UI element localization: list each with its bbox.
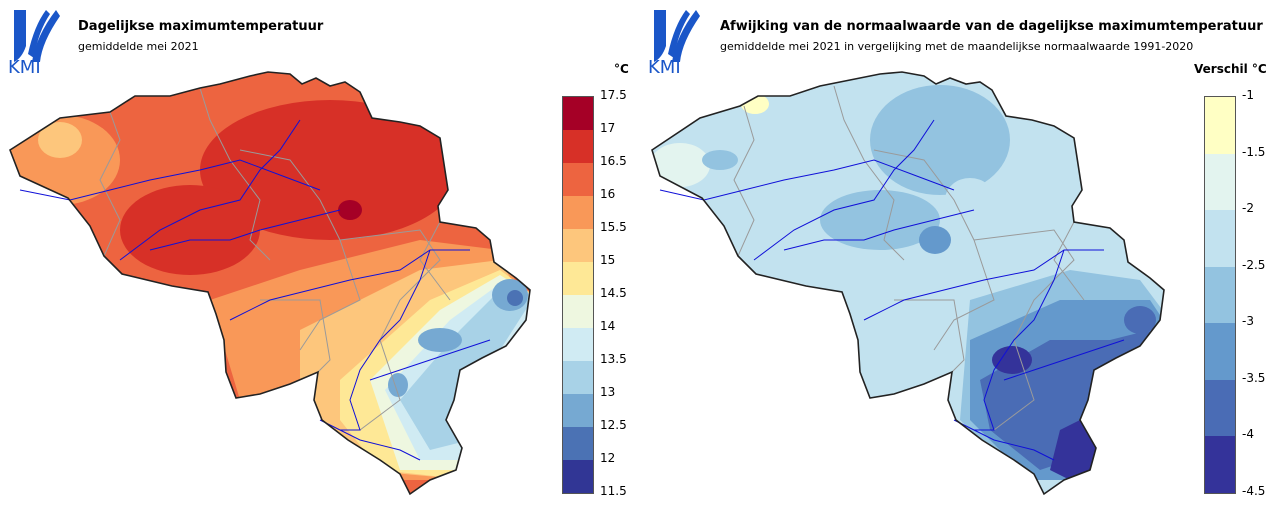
temp-zone-16-5 [200,100,460,240]
legend-swatch [1205,379,1235,437]
map-title: Dagelijkse maximumtemperatuur [78,19,324,34]
legend-swatch [563,295,593,328]
legend-tick-label: -2 [1242,201,1254,216]
legend-swatch [1205,323,1235,380]
temperature-anomaly-map-panel: KMI Afwijking van de normaalwaarde van d… [640,0,1280,507]
anomaly-zone-minus-3-5-east [1124,306,1156,334]
legend-tick-label: -3 [1242,314,1254,329]
legend-swatch [563,361,593,394]
legend-tick-label: 17.5 [600,88,627,102]
legend-tick-label: -2.5 [1242,257,1266,272]
kmi-logo: KMI [8,10,60,74]
legend-swatch [563,394,593,427]
legend-tick-label: -3.5 [1242,370,1266,385]
legend-swatch [563,97,593,130]
legend-tick-label: 12.5 [600,418,627,432]
rivers [19,119,491,461]
anomaly-zone-minus-2-center [945,178,995,222]
legend-swatch [563,130,593,163]
legend-swatch [1205,210,1235,267]
legend-tick-label: -1 [1242,88,1254,102]
max-temperature-map-panel: KMI Dagelijkse maximumtemperatuur gemidd… [8,10,629,498]
kmi-logo: KMI [648,10,700,74]
map-subtitle: gemiddelde mei 2021 [78,40,199,53]
anomaly-legend [1204,96,1236,494]
legend-swatch [563,460,593,493]
legend-tick-label: 16 [600,187,616,201]
legend-swatch [563,262,593,295]
temp-zone-17 [338,200,362,220]
legend-tick-label: 12 [600,451,616,465]
legend-swatch [1205,153,1235,211]
legend-swatch [563,427,593,460]
anomaly-zone-minus-3-mid [919,226,951,254]
belgium-temperature-map [9,71,531,495]
temp-zone-12 [507,290,523,306]
temp-zone-16-5-west [120,185,260,275]
legend-tick-label: -4.5 [1242,484,1266,498]
legend-swatch [563,163,593,196]
temp-zone-15-coast [38,122,82,158]
province-borders [733,85,1085,431]
legend-tick-label: 13 [600,385,616,399]
legend-swatch [1205,266,1235,324]
legend-tick-label: 15 [600,253,616,267]
legend-tick-label: 16.5 [600,154,627,168]
province-borders [99,87,451,431]
anomaly-zone-minus-4-center [992,346,1032,374]
legend-swatch [563,196,593,229]
anomaly-zone-minus-2-5-west [702,150,738,170]
rivers [659,119,1125,461]
anomaly-zone-minus-1-5 [652,143,710,187]
legend-swatch [1205,436,1235,493]
legend-swatch [563,328,593,361]
legend-swatch [1205,97,1235,154]
legend-tick-label: 17 [600,121,616,135]
legend-tick-label: 14.5 [600,286,627,300]
legend-tick-label: -4 [1242,427,1254,442]
map-title: Afwijking van de normaalwaarde van de da… [720,19,1263,34]
anomaly-zone-minus-2-5-north [870,85,1010,195]
svg-text:KMI: KMI [648,57,681,74]
legend-unit: Verschil °C [1194,62,1267,76]
legend-unit: °C [614,62,629,76]
map-subtitle: gemiddelde mei 2021 in vergelijking met … [720,40,1194,53]
belgium-anomaly-map [651,71,1165,495]
legend-tick-label: 14 [600,319,616,333]
legend-tick-label: -1.5 [1242,144,1266,159]
legend-swatch [563,229,593,262]
legend-tick-label: 11.5 [600,484,627,498]
svg-text:KMI: KMI [8,57,41,74]
legend-tick-label: 13.5 [600,352,627,366]
anomaly-zone-minus-2-5-mid [820,190,940,250]
temperature-legend [562,96,594,494]
anomaly-zone-minus-4-south [1050,420,1100,480]
temp-zone-12-5-ardennes [418,328,462,352]
legend-tick-label: 15.5 [600,220,627,234]
